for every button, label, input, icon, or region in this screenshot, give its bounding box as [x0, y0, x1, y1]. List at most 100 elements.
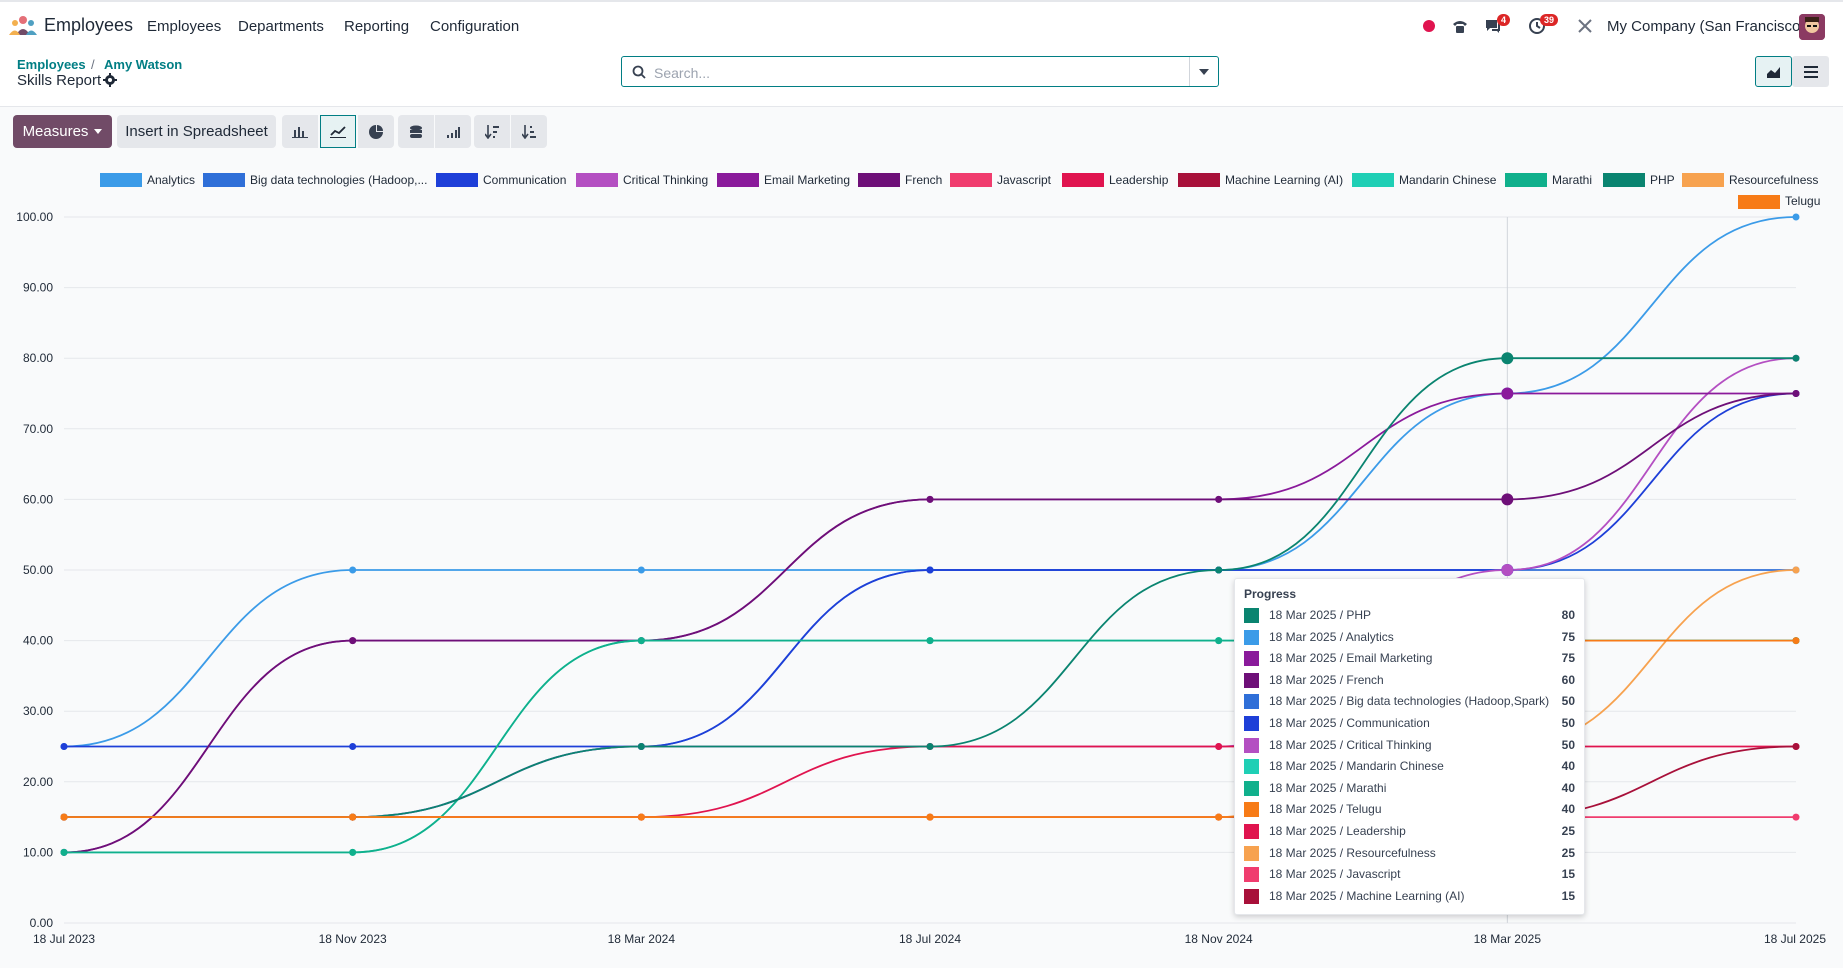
y-tick-label: 100.00: [16, 210, 53, 224]
list-view-button[interactable]: [1792, 56, 1829, 87]
tooltip-swatch: [1244, 629, 1259, 645]
y-tick-label: 0.00: [30, 916, 54, 930]
menu-configuration[interactable]: Configuration: [430, 18, 520, 35]
tooltip-label: 18 Mar 2025 / Communication: [1269, 716, 1430, 730]
sort-ascending-button[interactable]: [511, 115, 547, 148]
y-tick-label: 90.00: [23, 281, 53, 295]
stacked-button[interactable]: [398, 115, 434, 148]
legend-swatch: [1603, 173, 1645, 187]
data-point: [1501, 352, 1514, 365]
legend-swatch: [576, 173, 618, 187]
page-title: Skills Report: [17, 72, 102, 89]
line-chart-button[interactable]: [320, 115, 356, 148]
legend-label: Big data technologies (Hadoop,...: [250, 173, 427, 187]
data-point: [1501, 493, 1514, 506]
legend-label: PHP: [1650, 173, 1675, 187]
tooltip-row: 18 Mar 2025 / Big data technologies (Had…: [1244, 692, 1575, 710]
line-chart[interactable]: 0.00 10.00 20.00 30.00 40.00 50.00 60.00 70.00 8…: [0, 107, 1843, 968]
caret-down-icon: [1199, 68, 1209, 75]
sort-descending-icon: [485, 124, 499, 139]
caret-down-icon: [94, 129, 103, 134]
breadcrumb-amy-watson[interactable]: Amy Watson: [104, 57, 183, 72]
tooltip-label: 18 Mar 2025 / French: [1269, 672, 1384, 687]
tooltip-swatch: [1244, 888, 1259, 904]
menu-departments[interactable]: Departments: [238, 18, 324, 35]
legend-swatch: [1505, 173, 1547, 187]
menu-employees[interactable]: Employees: [147, 18, 222, 35]
search-icon: [632, 65, 646, 79]
bar-chart-button[interactable]: [282, 115, 318, 148]
legend-swatch: [1178, 173, 1220, 187]
legend-label: Marathi: [1552, 173, 1592, 187]
search-input[interactable]: [652, 61, 1196, 85]
sort-descending-button[interactable]: [474, 115, 510, 148]
graph-view-button[interactable]: [1755, 56, 1792, 87]
tooltip-value: 25: [1561, 824, 1575, 838]
tooltip-value: 40: [1561, 780, 1575, 795]
tooltip-row: 18 Mar 2025 / PHP 80: [1244, 606, 1575, 624]
search-options-toggle[interactable]: [1189, 57, 1218, 86]
tooltip-label: 18 Mar 2025 / Resourcefulness: [1269, 845, 1436, 860]
legend-label: Leadership: [1109, 173, 1169, 187]
tooltip-value: 50: [1561, 737, 1575, 752]
messages-badge: 4: [1497, 14, 1511, 26]
data-point: [1215, 566, 1223, 574]
legend-label: Communication: [483, 173, 566, 187]
insert-in-spreadsheet-button[interactable]: Insert in Spreadsheet: [117, 115, 276, 148]
graph-view: Measures Insert in Spreadsheet 0.00 10.00…: [0, 107, 1843, 968]
measures-button[interactable]: Measures: [13, 115, 112, 148]
legend-label: Email Marketing: [764, 173, 850, 187]
tooltip-swatch: [1244, 759, 1259, 775]
menu-reporting[interactable]: Reporting: [344, 18, 410, 35]
tooltip-swatch: [1244, 672, 1259, 688]
legend-swatch: [1682, 173, 1724, 187]
status-dot-icon[interactable]: [1419, 16, 1439, 36]
employees-app-icon[interactable]: [9, 15, 37, 35]
phone-icon[interactable]: [1450, 16, 1470, 36]
graph-view-icon: [1766, 66, 1780, 78]
tooltip-swatch: [1244, 651, 1259, 667]
data-point: [637, 743, 645, 750]
gear-icon[interactable]: [103, 73, 117, 87]
tooltip-row: 18 Mar 2025 / Machine Learning (AI) 15: [1244, 887, 1575, 905]
tooltip-value: 75: [1561, 629, 1575, 644]
company-switcher[interactable]: My Company (San Francisco): [1607, 18, 1806, 35]
y-tick-label: 50.00: [23, 563, 53, 577]
data-point: [637, 566, 645, 574]
tooltip-label: 18 Mar 2025 / Machine Learning (AI): [1269, 888, 1465, 903]
activities-badge: 39: [1540, 14, 1559, 26]
legend-label: French: [905, 173, 942, 187]
legend-label: Mandarin Chinese: [1399, 173, 1497, 187]
tooltip-row: 18 Mar 2025 / Marathi 40: [1244, 779, 1575, 797]
tooltip-value: 50: [1561, 716, 1575, 730]
top-border: [0, 0, 1843, 2]
breadcrumb-employees[interactable]: Employees: [17, 57, 86, 72]
legend-swatch: [1352, 173, 1394, 187]
data-point: [926, 566, 934, 574]
data-point: [1215, 495, 1223, 503]
main-navbar: Employees Employees Departments Reportin…: [0, 2, 1843, 48]
tooltip-label: 18 Mar 2025 / Mandarin Chinese: [1269, 759, 1444, 774]
legend-swatch: [1062, 173, 1104, 187]
activity-clock-icon[interactable]: [1527, 16, 1547, 36]
debug-tools-icon[interactable]: [1575, 16, 1595, 36]
tooltip-label: 18 Mar 2025 / Telugu: [1269, 802, 1382, 817]
tooltip-swatch: [1244, 845, 1259, 861]
pie-chart-button[interactable]: [358, 115, 394, 148]
cumulative-button[interactable]: [435, 115, 471, 148]
y-tick-label: 10.00: [23, 845, 53, 859]
app-name[interactable]: Employees: [44, 15, 134, 35]
tooltip-label: 18 Mar 2025 / Big data technologies (Had…: [1269, 694, 1550, 709]
data-point: [349, 848, 357, 856]
tooltip-row: 18 Mar 2025 / Leadership 25: [1244, 822, 1575, 840]
user-avatar[interactable]: [1799, 14, 1825, 40]
data-point: [926, 637, 934, 645]
y-tick-label: 70.00: [23, 422, 53, 436]
cumulative-icon: [447, 126, 460, 138]
data-point: [1792, 354, 1800, 362]
tooltip-label: 18 Mar 2025 / Javascript: [1269, 867, 1401, 882]
messages-icon[interactable]: [1483, 16, 1503, 36]
x-tick-label: 18 Mar 2025: [1474, 932, 1542, 946]
tooltip-swatch: [1244, 716, 1259, 731]
x-tick-label: 18 Nov 2024: [1185, 932, 1253, 946]
